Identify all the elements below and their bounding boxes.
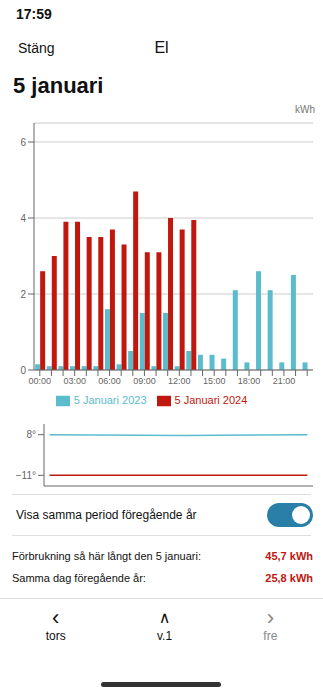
svg-text:00:00: 00:00 [29,376,52,386]
svg-text:03:00: 03:00 [63,376,86,386]
html-text:17:59: 17:59 [16,6,52,22]
svg-text:2: 2 [20,289,26,300]
svg-text:8°: 8° [26,429,36,440]
svg-text:0: 0 [20,365,26,376]
html-text:Visa samma period föregående å: Visa samma period föregående år [16,508,197,522]
svg-text:09:00: 09:00 [133,376,156,386]
html-text:45,7 kWh: 45,7 kWh [265,550,313,562]
html-text:5 Januari 2024: 5 Januari 2024 [174,394,248,406]
html-text:tors: tors [45,628,66,643]
html-text:Förbrukning så här långt den 5: Förbrukning så här långt den 5 januari: [12,550,201,562]
html-text:kWh: kWh [295,104,315,115]
svg-text:12:00: 12:00 [168,376,191,386]
svg-text:−11°: −11° [16,470,36,481]
svg-text:15:00: 15:00 [203,376,226,386]
svg-text:06:00: 06:00 [98,376,121,386]
html-text:5 Januari 2023: 5 Januari 2023 [73,394,147,406]
html-text:25,8 kWh: 25,8 kWh [265,572,313,584]
svg-text:6: 6 [20,137,26,148]
html-text:fre: fre [263,628,278,643]
svg-text:21:00: 21:00 [273,376,296,386]
html-text:Stäng: Stäng [18,40,55,56]
html-text:Samma dag föregående år:: Samma dag föregående år: [12,572,146,584]
html-text:v.1: v.1 [156,628,173,643]
svg-text:4: 4 [20,213,26,224]
html-text:5 januari: 5 januari [13,73,104,98]
svg-text:18:00: 18:00 [238,376,261,386]
html-text:El: El [154,39,169,56]
